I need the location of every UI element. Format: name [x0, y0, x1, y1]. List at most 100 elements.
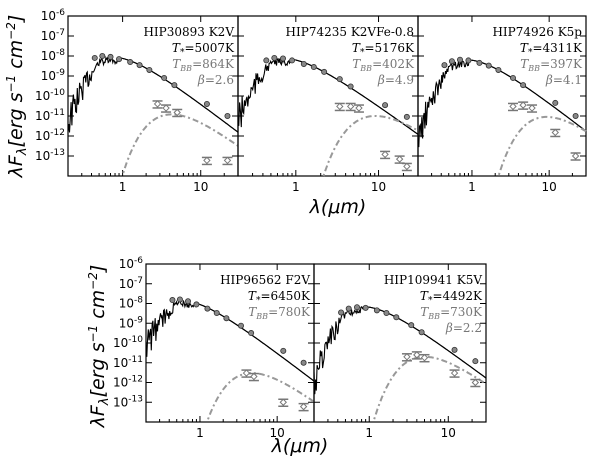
star-name: HIP96562 F2V [220, 273, 310, 287]
photometry-point [345, 305, 352, 312]
photometry-point [171, 82, 178, 89]
excess-marker [471, 378, 480, 387]
t-bb: TBB=864K [172, 57, 235, 73]
xtick-label: 1 [292, 180, 300, 194]
excess-marker [381, 150, 389, 159]
photometry-point [354, 304, 361, 311]
photometry-point [451, 346, 458, 353]
xtick-label: 1 [119, 180, 127, 194]
panel-frame [237, 15, 419, 177]
xtick-label: 10 [371, 180, 386, 194]
star-name: HIP109941 K5V [384, 273, 483, 287]
photometry-point [280, 55, 287, 62]
panel-frame [145, 263, 315, 423]
ytick-label: 10-12 [35, 128, 65, 143]
ytick-label: 10-11 [113, 355, 143, 370]
t-bb: TBB=730K [420, 305, 483, 321]
photometry-point [383, 310, 390, 317]
excess-marker [450, 369, 459, 377]
ytick-label: 10-9 [41, 68, 66, 83]
photometry-point [572, 113, 579, 120]
photometry-point [289, 57, 296, 64]
excess-marker [250, 372, 258, 381]
ytick-label: 10-11 [35, 108, 65, 123]
photometry-point [237, 322, 244, 329]
stellar-model [313, 306, 487, 395]
photometry-point [169, 297, 176, 304]
excess-marker [299, 402, 308, 411]
photometry-point [116, 56, 123, 63]
ytick-label: 10-8 [119, 296, 144, 311]
photometry-point [300, 60, 307, 67]
photometry-point [161, 74, 168, 81]
ytick-label: 10-7 [41, 28, 65, 43]
t-bb: TBB=780K [248, 305, 311, 321]
star-name: HIP30893 K2V [143, 25, 234, 39]
excess-marker [346, 102, 355, 111]
ytick-label: 10-12 [113, 375, 143, 390]
xtick-label: 10 [193, 180, 208, 194]
panel-frame [313, 263, 487, 423]
ytick-label: 10-10 [113, 335, 143, 350]
photometry-point [485, 62, 492, 69]
ytick-label: 10-9 [119, 315, 144, 330]
excess-marker [242, 369, 251, 377]
excess-marker [551, 128, 559, 137]
photometry-point [441, 62, 448, 69]
photometry-point [495, 66, 502, 73]
panel-1: 1 10 10-6 10-7 10-8 10-9 10-10 10-11 10-12 10-13 H… [35, 8, 239, 194]
beta: β=2.2 [445, 321, 482, 335]
excess-marker [279, 398, 287, 406]
excess-marker [528, 104, 536, 112]
photometry-point [382, 102, 389, 109]
excess-marker [420, 354, 429, 362]
xlabel-bottom: λ(μm) [271, 435, 329, 457]
panel-4: 1 10 10-6 10-7 10-8 10-9 10-10 10-11 10-12 10-13 H… [113, 256, 315, 440]
photometry-point [127, 59, 134, 66]
excess-marker [162, 104, 170, 112]
photometry-point [552, 99, 559, 106]
star-name: HIP74926 K5p [492, 25, 582, 39]
photometry-point [393, 314, 400, 321]
ytick-label: 10-8 [41, 48, 66, 63]
photometry-point [280, 347, 287, 354]
ytick-label: 10-7 [119, 276, 143, 291]
ytick-label: 10-13 [35, 148, 65, 163]
xtick-label: 1 [365, 426, 373, 440]
photometry-point [99, 53, 106, 60]
photometry-point [472, 358, 479, 365]
photometry-point [418, 329, 425, 336]
photometry-point [203, 100, 210, 107]
excess-marker [571, 152, 580, 160]
excess-marker [403, 162, 411, 171]
photometry-point [336, 76, 343, 83]
photometry-point [204, 305, 211, 312]
photometry-point [248, 330, 255, 337]
excess-marker [355, 104, 363, 112]
photometry-point [403, 113, 410, 120]
dust-blackbody [497, 115, 587, 176]
ytick-label: 10-13 [113, 394, 143, 409]
excess-marker [173, 108, 181, 117]
dust-blackbody [207, 372, 315, 420]
photometry-point [91, 54, 98, 61]
xtick-label: 10 [441, 426, 456, 440]
photometry-point [362, 304, 369, 311]
panel-frame [67, 15, 239, 177]
dust-blackbody [122, 113, 239, 174]
photometry-point [509, 74, 516, 81]
panel-frame [417, 15, 587, 177]
panel-2: 1 10 HIP74235 K2VFe-0.8 T*=5176KTBB=402Kβ=4… [237, 15, 419, 194]
t-star: T*=4492K [420, 289, 483, 306]
excess-marker [395, 155, 404, 163]
photometry-point [408, 322, 415, 329]
photometry-point [520, 82, 527, 89]
photometry-point [476, 59, 483, 66]
photometry-point [373, 307, 380, 314]
ylabel-bottom: λFλ[erg s−1 cm−2] [86, 265, 112, 429]
dust-blackbody [373, 355, 487, 420]
xtick-label: 10 [270, 426, 285, 440]
photometry-point [213, 310, 220, 317]
beta: β=2.6 [197, 73, 234, 87]
